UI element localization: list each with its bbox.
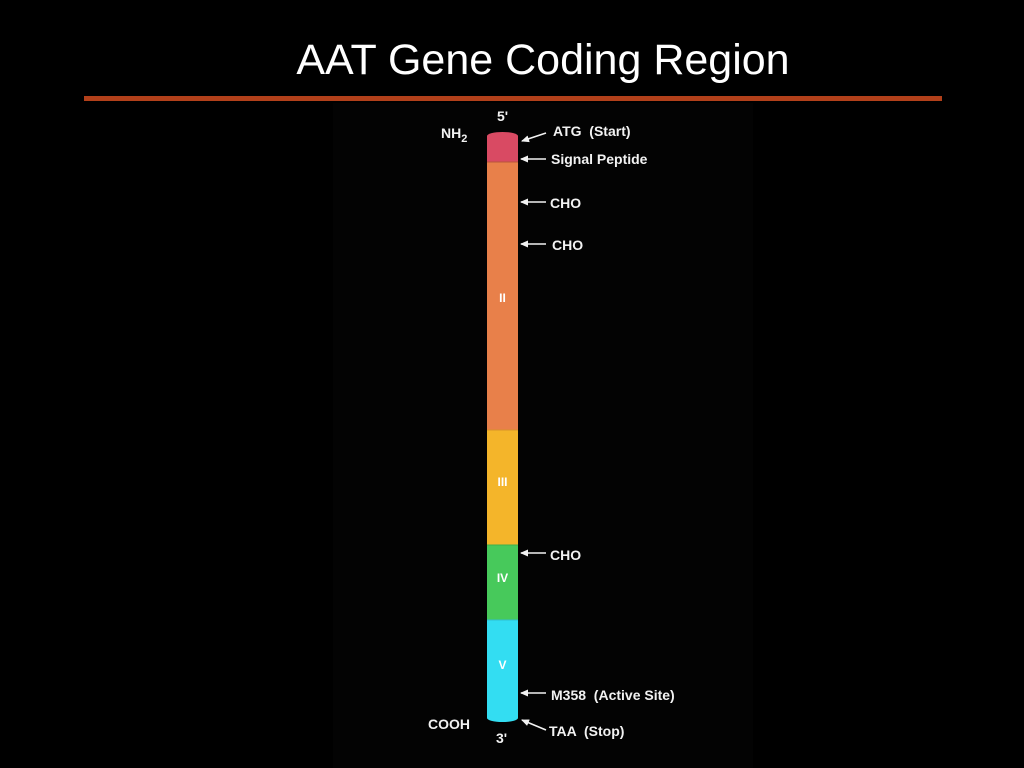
arrow-taa-stop — [521, 719, 547, 731]
annotation-cho-1: CHO — [550, 195, 581, 211]
diagram-photo-background — [333, 103, 753, 768]
annotation-cho-2: CHO — [552, 237, 583, 253]
segment-label-iii: III — [497, 475, 507, 489]
three-prime-label: 3' — [496, 730, 507, 746]
annotation-atg-start: ATG (Start) — [553, 123, 631, 139]
slide-title: AAT Gene Coding Region — [296, 36, 790, 84]
annotation-taa-stop: TAA (Stop) — [549, 723, 624, 739]
segment-signal — [487, 136, 518, 162]
column-top-cap — [487, 132, 518, 140]
segment-label-iv: IV — [497, 571, 508, 585]
annotation-signal-peptide: Signal Peptide — [551, 151, 648, 167]
segment-exon-iii — [487, 430, 518, 545]
segment-exon-ii — [487, 162, 518, 430]
annotation-m358-active-site: M358 (Active Site) — [551, 687, 675, 703]
column-bottom-cap — [487, 714, 518, 722]
annotation-cho-3: CHO — [550, 547, 581, 563]
segment-exon-v — [487, 620, 518, 718]
title-divider — [84, 96, 942, 101]
five-prime-label: 5' — [497, 108, 508, 124]
segment-exon-iv — [487, 545, 518, 620]
cooh-label: COOH — [428, 716, 470, 732]
gene-column — [487, 132, 518, 722]
segment-label-ii: II — [499, 291, 506, 305]
annotation-arrows — [520, 132, 547, 731]
arrow-atg-start — [521, 132, 547, 143]
nh2-label: NH2 — [441, 125, 467, 145]
nh2-subscript: 2 — [461, 133, 467, 145]
nh2-label-main: NH — [441, 125, 461, 141]
segment-label-v: V — [498, 658, 506, 672]
